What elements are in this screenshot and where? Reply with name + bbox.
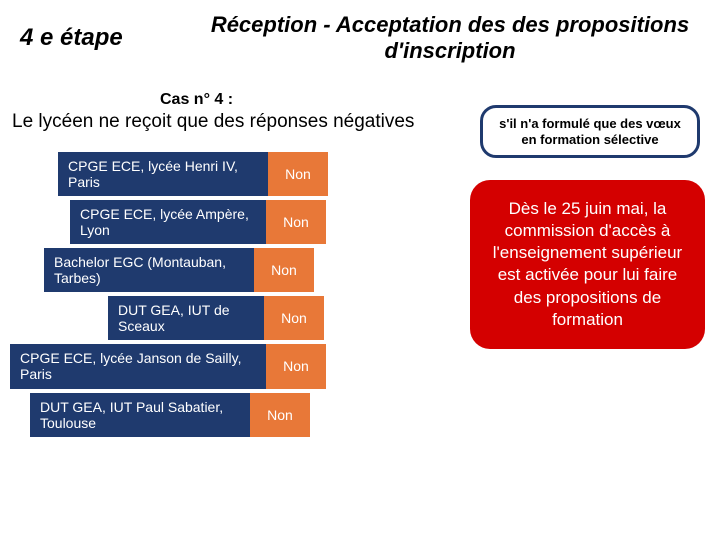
list-row: DUT GEA, IUT de SceauxNon [108, 296, 420, 340]
note-box: s'il n'a formulé que des vœux en formati… [480, 105, 700, 158]
list-row: CPGE ECE, lycée Henri IV, ParisNon [58, 152, 420, 196]
list-column: CPGE ECE, lycée Henri IV, ParisNonCPGE E… [0, 152, 420, 441]
list-item-label: DUT GEA, IUT Paul Sabatier, Toulouse [30, 393, 250, 437]
list-item-label: CPGE ECE, lycée Ampère, Lyon [70, 200, 266, 244]
list-item-result: Non [266, 200, 326, 244]
list-item-result: Non [264, 296, 324, 340]
list-item-result: Non [254, 248, 314, 292]
list-item-label: Bachelor EGC (Montauban, Tarbes) [44, 248, 254, 292]
header-title: Réception - Acceptation des des proposit… [200, 12, 700, 65]
stage-label: 4 e étape [20, 24, 200, 52]
list-row: CPGE ECE, lycée Janson de Sailly, ParisN… [10, 344, 420, 388]
list-row: Bachelor EGC (Montauban, Tarbes)Non [44, 248, 420, 292]
list-item-result: Non [266, 344, 326, 388]
right-column: s'il n'a formulé que des vœux en formati… [480, 105, 700, 349]
list-item-label: CPGE ECE, lycée Janson de Sailly, Paris [10, 344, 266, 388]
list-row: DUT GEA, IUT Paul Sabatier, ToulouseNon [30, 393, 420, 437]
list-item-label: CPGE ECE, lycée Henri IV, Paris [58, 152, 268, 196]
list-item-label: DUT GEA, IUT de Sceaux [108, 296, 264, 340]
header: 4 e étape Réception - Acceptation des de… [0, 0, 720, 73]
list-row: CPGE ECE, lycée Ampère, LyonNon [70, 200, 420, 244]
list-item-result: Non [268, 152, 328, 196]
red-box: Dès le 25 juin mai, la commission d'accè… [470, 180, 705, 349]
list-item-result: Non [250, 393, 310, 437]
